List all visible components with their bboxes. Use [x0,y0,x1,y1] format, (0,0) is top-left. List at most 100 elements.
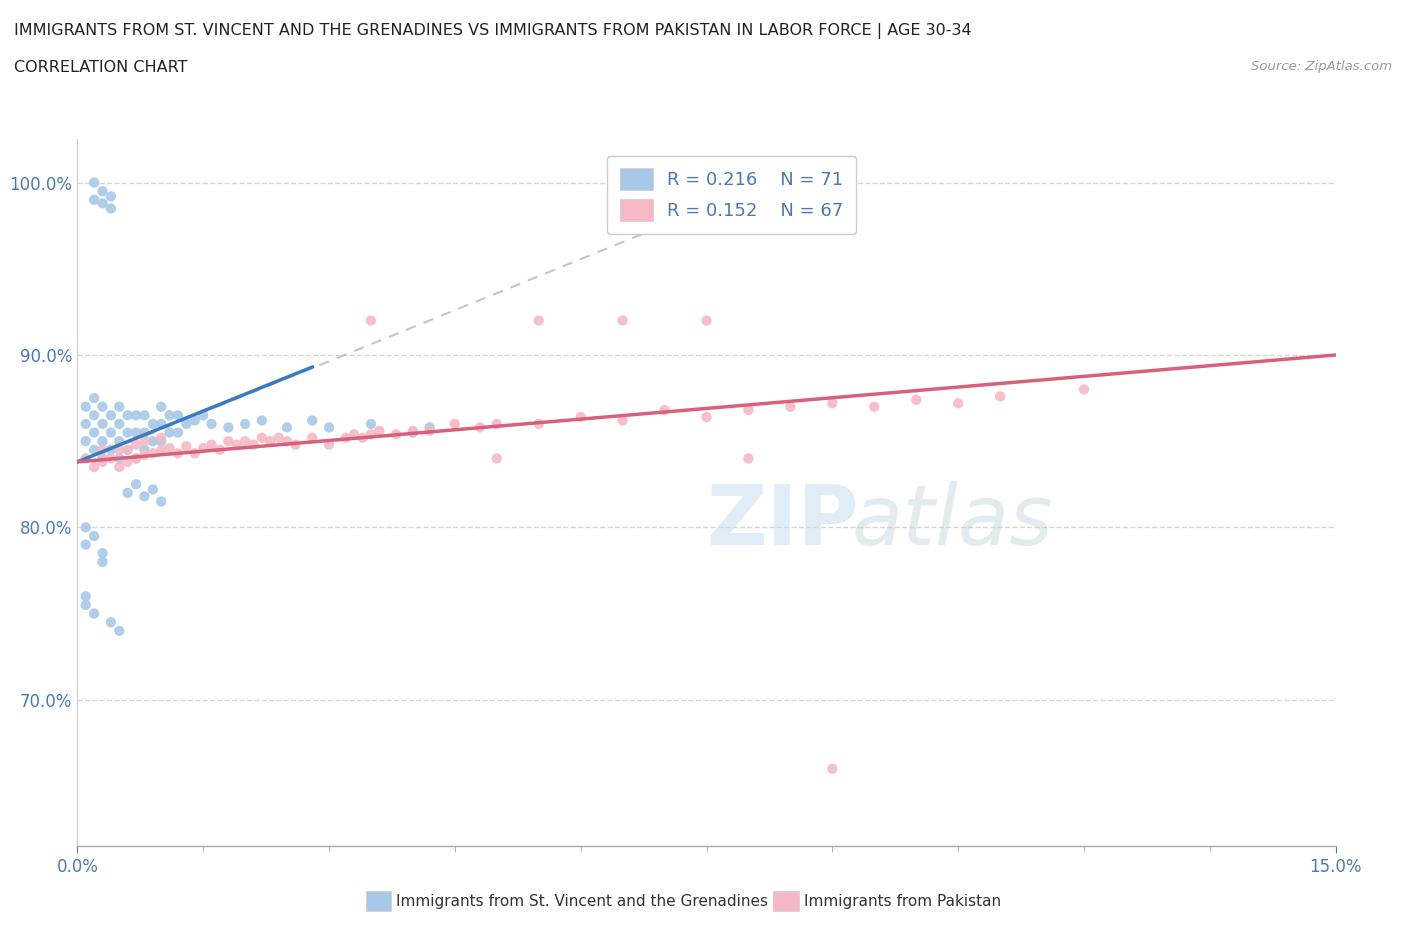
Point [117,443,139,458]
Point [134,489,156,504]
Point [233,417,256,432]
Point [91,433,114,448]
Point [569,409,592,424]
Point [468,420,491,435]
Text: Source: ZipAtlas.com: Source: ZipAtlas.com [1251,60,1392,73]
Point [75,538,97,552]
Point [75,589,97,604]
Point [863,399,886,414]
Point [108,399,131,414]
Text: Immigrants from St. Vincent and the Grenadines: Immigrants from St. Vincent and the Gren… [396,894,769,909]
Point [91,399,114,414]
Point [779,399,801,414]
Point [402,423,425,438]
Point [250,413,273,428]
Point [83,193,105,207]
Point [612,413,634,428]
Text: IMMIGRANTS FROM ST. VINCENT AND THE GRENADINES VS IMMIGRANTS FROM PAKISTAN IN LA: IMMIGRANTS FROM ST. VINCENT AND THE GREN… [14,23,972,39]
Point [75,417,97,432]
Point [100,408,122,423]
Point [100,425,122,440]
Point [191,441,215,456]
Point [360,417,382,432]
Point [83,606,105,621]
Point [134,447,156,462]
Point [284,437,307,452]
Point [142,445,165,460]
Point [150,417,173,432]
Point [125,451,148,466]
Text: CORRELATION CHART: CORRELATION CHART [14,60,187,75]
Point [75,399,97,414]
Point [419,423,441,438]
Point [184,445,207,460]
Point [125,451,148,466]
Point [267,431,290,445]
Point [142,433,165,448]
Point [301,413,323,428]
Point [100,615,122,630]
Point [200,437,222,452]
Point [276,420,298,435]
Point [988,389,1011,404]
Point [100,189,122,204]
Point [134,425,156,440]
Point [276,433,298,448]
Point [737,451,759,466]
Point [134,408,156,423]
Point [150,494,173,509]
Point [242,437,264,452]
Point [108,451,131,466]
Point [142,417,165,432]
Point [360,313,382,328]
Point [91,546,114,561]
Point [167,408,190,423]
Point [259,433,281,448]
Point [125,408,148,423]
Point [233,433,256,448]
Point [108,459,131,474]
Point [217,420,239,435]
Point [125,477,148,492]
Point [821,396,844,411]
Point [108,623,131,638]
Point [83,459,105,474]
Point [108,443,131,458]
Point [150,443,173,458]
Point [91,196,114,211]
Point [352,431,374,445]
Point [91,184,114,199]
Point [318,437,340,452]
Point [75,597,97,612]
Legend: R = 0.216    N = 71, R = 0.152    N = 67: R = 0.216 N = 71, R = 0.152 N = 67 [607,155,856,234]
Point [100,201,122,216]
Point [91,417,114,432]
Point [905,392,928,407]
Point [108,417,131,432]
Point [696,313,718,328]
Point [318,420,340,435]
Point [117,485,139,500]
Point [402,425,425,440]
Point [948,396,970,411]
Point [75,433,97,448]
Point [91,451,114,466]
Point [142,482,165,497]
Point [83,528,105,543]
Point [117,443,139,458]
Point [821,762,844,777]
Point [117,425,139,440]
Point [159,425,181,440]
Point [108,433,131,448]
Point [91,455,114,470]
Point [150,431,173,445]
Point [217,433,239,448]
Point [368,423,391,438]
Point [150,433,173,448]
Point [176,417,198,432]
Point [125,425,148,440]
Point [419,420,441,435]
Point [91,554,114,569]
Point [167,425,190,440]
Point [117,455,139,470]
